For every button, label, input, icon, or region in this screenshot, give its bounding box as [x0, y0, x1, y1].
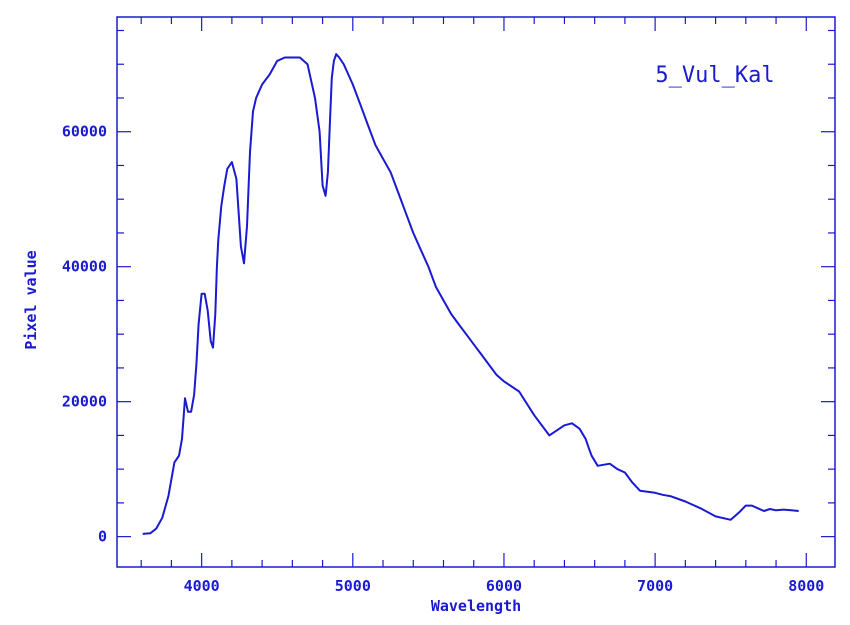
- y-tick-label: 20000: [62, 393, 107, 411]
- x-tick-label: 5000: [335, 577, 371, 595]
- x-tick-label: 6000: [486, 577, 522, 595]
- y-tick-label: 60000: [62, 123, 107, 141]
- plot-frame: [116, 16, 836, 568]
- x-tick-label: 4000: [184, 577, 220, 595]
- tick-labels: 4000 5000 6000 7000 8000 0 20000 40000 60000: [62, 123, 824, 595]
- x-axis-title: Wavelength: [431, 597, 521, 615]
- x-tick-label: 8000: [788, 577, 824, 595]
- x-tick-label: 7000: [637, 577, 673, 595]
- y-tick-label: 0: [98, 528, 107, 546]
- axis-ticks: [117, 17, 835, 567]
- y-axis-title: Pixel value: [22, 250, 40, 349]
- y-tick-label: 40000: [62, 258, 107, 276]
- chart-title: 5_Vul_Kal: [655, 63, 774, 88]
- series-line-spectrum: [142, 53, 799, 535]
